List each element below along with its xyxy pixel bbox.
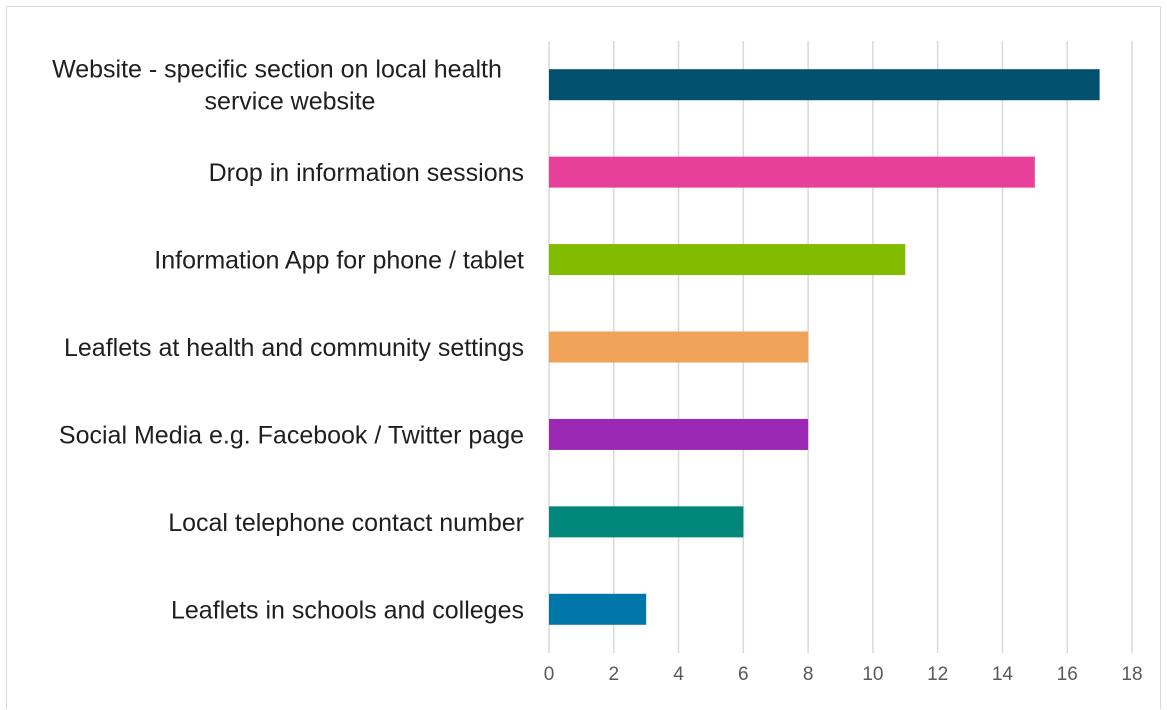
category-labels: Website - specific section on local heal…	[52, 56, 524, 625]
category-label: Leaflets at health and community setting…	[64, 334, 524, 362]
x-tick-label: 4	[673, 664, 684, 685]
category-label: Information App for phone / tablet	[154, 247, 524, 275]
x-tick-label: 12	[927, 664, 948, 685]
x-tick-label: 14	[992, 664, 1014, 685]
category-label-line: Social Media e.g. Facebook / Twitter pag…	[59, 421, 524, 449]
bar	[549, 593, 647, 625]
category-label-line: Local telephone contact number	[168, 509, 524, 537]
category-label-line: Leaflets at health and community setting…	[64, 334, 524, 362]
category-label-line: Drop in information sessions	[209, 159, 524, 187]
category-label: Leaflets in schools and colleges	[171, 596, 524, 624]
bar	[549, 331, 809, 363]
bar	[549, 506, 744, 538]
x-tick-labels: 0 2 4 6 8 10 12 14 16 18	[544, 664, 1143, 685]
category-label-line: service website	[205, 88, 376, 116]
x-tick-label: 6	[738, 664, 749, 685]
category-label-line: Website - specific section on local heal…	[52, 56, 502, 84]
x-tick-label: 0	[544, 664, 555, 685]
x-tick-label: 18	[1121, 664, 1142, 685]
category-label: Website - specific section on local heal…	[52, 56, 502, 116]
chart-frame: Website - specific section on local heal…	[6, 6, 1161, 709]
category-label-line: Leaflets in schools and colleges	[171, 596, 524, 624]
bars	[549, 69, 1100, 625]
bar	[549, 244, 906, 276]
category-label-line: Information App for phone / tablet	[154, 247, 524, 275]
x-tick-label: 2	[608, 664, 619, 685]
x-tick-label: 10	[862, 664, 883, 685]
bar	[549, 418, 809, 450]
bar-chart: Website - specific section on local heal…	[52, 41, 1143, 685]
bar	[549, 156, 1035, 188]
x-tick-label: 16	[1057, 664, 1078, 685]
bar	[549, 69, 1100, 101]
category-label: Social Media e.g. Facebook / Twitter pag…	[59, 421, 524, 449]
category-label: Local telephone contact number	[168, 509, 524, 537]
x-tick-label: 8	[803, 664, 814, 685]
category-label: Drop in information sessions	[209, 159, 524, 187]
